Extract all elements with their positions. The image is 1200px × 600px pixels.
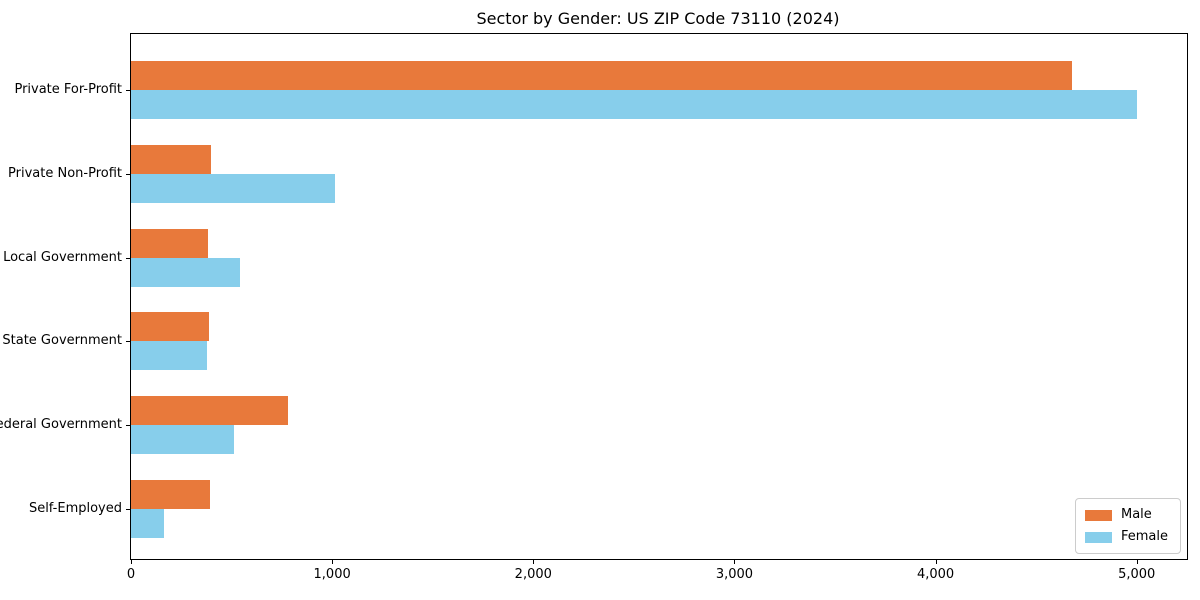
x-tick-mark — [1136, 560, 1138, 564]
bar-female — [131, 425, 234, 455]
x-tick-mark — [131, 560, 132, 564]
legend-item-male: Male — [1084, 506, 1168, 524]
bar-male — [131, 61, 1073, 90]
x-tick-label: 1,000 — [313, 567, 351, 582]
legend-swatch-female — [1084, 531, 1112, 543]
x-tick-label: 2,000 — [514, 567, 552, 582]
y-tick-label: Private For-Profit — [14, 82, 122, 97]
x-tick-mark — [533, 560, 535, 564]
chart-title: Sector by Gender: US ZIP Code 73110 (202… — [476, 9, 840, 28]
bar-male — [131, 144, 212, 174]
legend-item-female: Female — [1084, 528, 1168, 546]
x-tick-label: 3,000 — [715, 567, 754, 582]
bar-male — [131, 228, 209, 258]
y-tick-label: Private Non-Profit — [8, 165, 122, 181]
bar-male — [131, 312, 210, 342]
y-tick-label: Self-Employed — [28, 501, 122, 516]
legend-label-female: Female — [1120, 529, 1168, 544]
bar-female — [131, 257, 240, 287]
y-tick-mark — [126, 257, 130, 259]
bar-male — [131, 480, 211, 509]
x-tick-mark — [332, 560, 334, 564]
y-tick-mark — [126, 341, 130, 343]
x-tick-mark — [935, 560, 937, 564]
bar-female — [131, 90, 1137, 119]
y-tick-mark — [126, 509, 130, 510]
y-tick-label: Local Government — [3, 249, 122, 265]
y-tick-mark — [126, 425, 130, 427]
y-tick-mark — [126, 90, 130, 91]
bar-female — [131, 173, 336, 203]
x-tick-label: 0 — [126, 567, 136, 582]
x-tick-label: 4,000 — [916, 567, 955, 582]
bar-female — [131, 509, 165, 538]
y-tick-label: State Government — [2, 333, 122, 349]
y-tick-label: Federal Government — [0, 417, 122, 433]
y-tick-mark — [126, 173, 130, 175]
legend-label-male: Male — [1120, 507, 1152, 522]
x-tick-label: 5,000 — [1118, 567, 1156, 582]
x-tick-mark — [734, 560, 736, 564]
bar-female — [131, 341, 208, 371]
legend-swatch-male — [1084, 509, 1112, 521]
bar-male — [131, 396, 288, 426]
plot-area: Male Female Private For-Profit Private No… — [0, 33, 1188, 582]
legend: Male Female — [1074, 498, 1181, 554]
